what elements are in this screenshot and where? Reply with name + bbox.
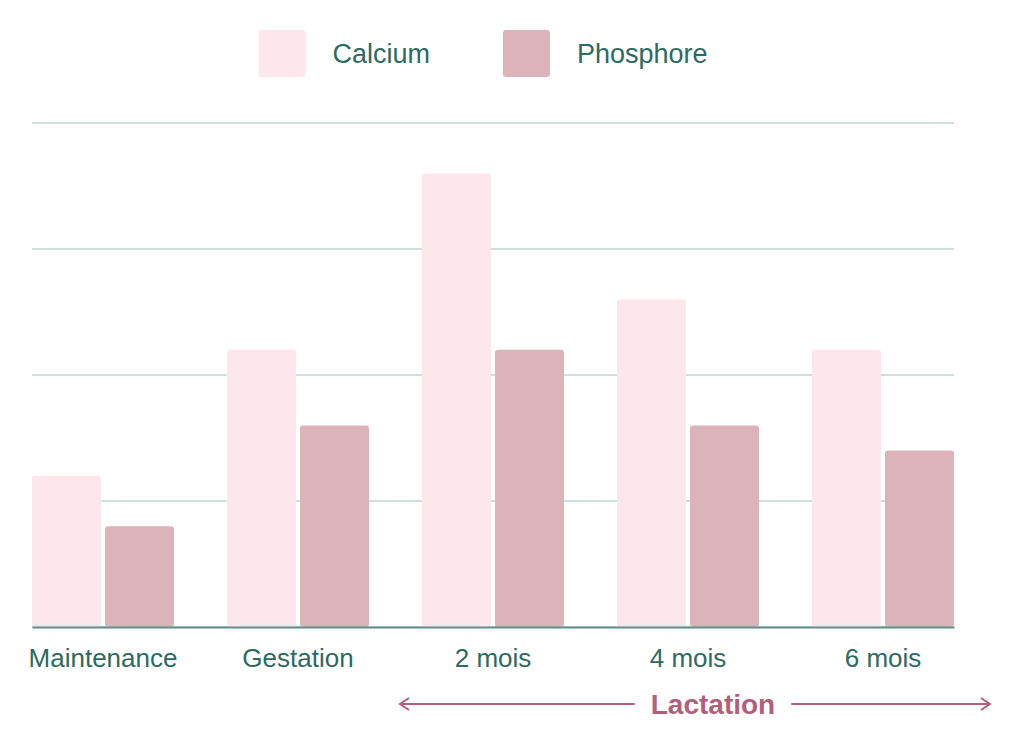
x-tick: 4 mois xyxy=(650,627,727,673)
bar xyxy=(885,451,954,627)
annotation-arrowhead xyxy=(400,698,409,710)
x-axis: Maintenance Gestation 2 mois 4 mois 6 mois xyxy=(29,627,955,673)
bar xyxy=(300,425,369,627)
bar xyxy=(32,476,101,627)
grid xyxy=(32,123,954,627)
legend-swatch xyxy=(503,30,550,77)
bar xyxy=(105,526,174,627)
annotation: Lactation xyxy=(400,689,990,720)
bars xyxy=(32,173,954,627)
bar xyxy=(690,425,759,627)
chart: Maintenance Gestation 2 mois 4 mois 6 mois Ca… xyxy=(0,0,1024,741)
annotation-label: Lactation xyxy=(651,689,775,720)
x-tick: 2 mois xyxy=(455,627,532,673)
x-tick-label: Gestation xyxy=(242,643,353,673)
x-tick: 6 mois xyxy=(845,627,922,673)
legend-item: Calcium xyxy=(258,30,430,77)
annotation-line xyxy=(400,703,635,705)
legend-label: Calcium xyxy=(332,39,430,69)
annotation-line xyxy=(791,703,990,705)
bar xyxy=(227,350,296,627)
x-tick: Maintenance xyxy=(29,627,178,673)
x-tick-label: 4 mois xyxy=(650,643,727,673)
grid-line xyxy=(32,122,954,124)
bar xyxy=(617,299,686,627)
annotation-arrowhead xyxy=(981,698,990,710)
bar xyxy=(495,350,564,627)
x-axis-line xyxy=(33,627,955,629)
x-tick-label: 2 mois xyxy=(455,643,532,673)
x-tick: Gestation xyxy=(242,627,353,673)
legend-item: Phosphore xyxy=(503,30,708,77)
grid-line xyxy=(32,248,954,250)
legend-label: Phosphore xyxy=(577,39,708,69)
bar xyxy=(812,350,881,627)
x-tick-label: Maintenance xyxy=(29,643,178,673)
bar xyxy=(422,173,491,627)
legend: Calcium Phosphore xyxy=(258,30,707,77)
legend-swatch xyxy=(258,30,305,77)
x-tick-label: 6 mois xyxy=(845,643,922,673)
